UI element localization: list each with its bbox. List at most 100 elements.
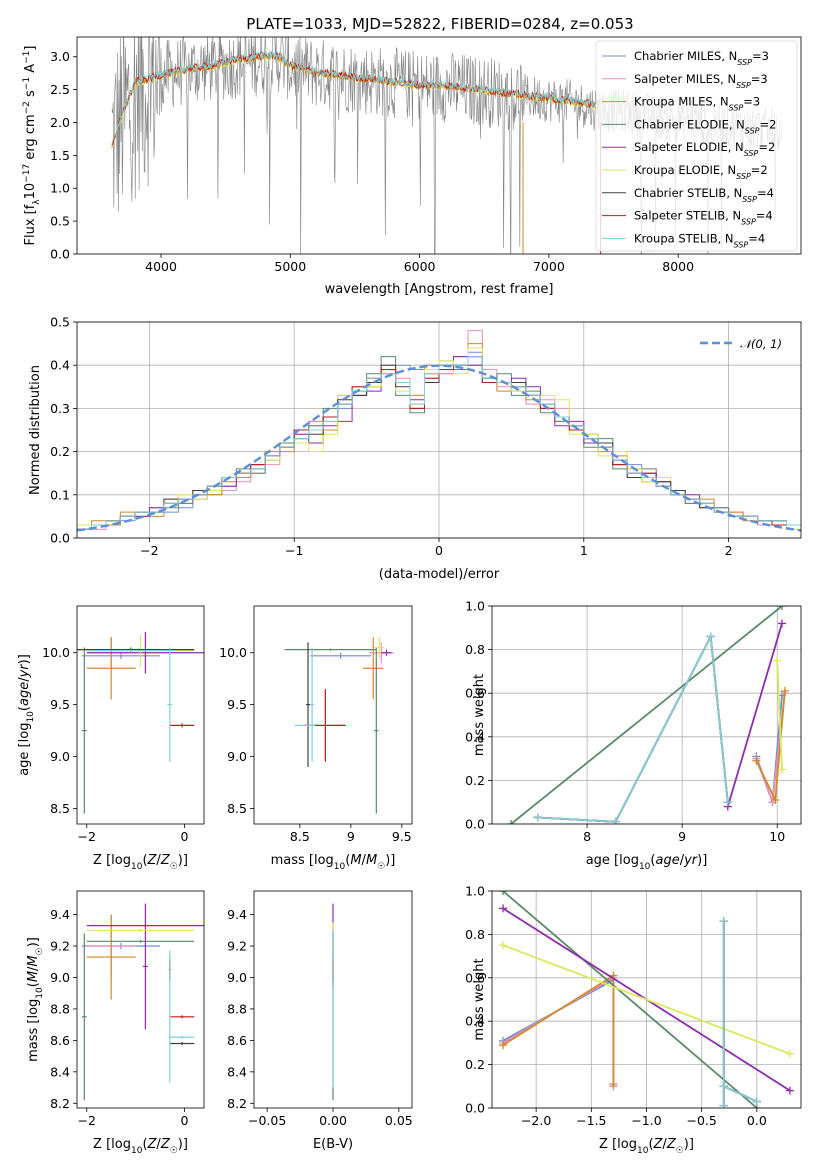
x-tick-label: 7000 xyxy=(533,259,565,274)
axes-frame xyxy=(253,890,413,1109)
weight-marker xyxy=(719,917,728,926)
x-tick-label: 0 xyxy=(435,543,443,558)
x-tick-label: 8000 xyxy=(662,259,694,274)
y-tick-label: 9.0 xyxy=(50,749,70,764)
weight-line-chabrier_elodie xyxy=(502,891,758,1108)
plot-area-age_vs_mass xyxy=(284,637,394,814)
weight-line-salpeter_elodie xyxy=(726,623,783,807)
axes-frame xyxy=(76,36,802,255)
y-tick-label: 1.0 xyxy=(465,599,485,614)
y-tick-label: 0.3 xyxy=(50,401,70,416)
x-tick-label: −0.5 xyxy=(686,1113,716,1128)
weight-marker xyxy=(785,1049,794,1058)
legend-frame xyxy=(595,40,798,252)
age_vs_Z-xlabel: Z [log10(Z/Z☉)] xyxy=(93,853,188,872)
y-tick-label: 0.2 xyxy=(465,1057,485,1072)
y-tick-label: 0.0 xyxy=(50,247,70,262)
x-tick-label: 6000 xyxy=(404,259,436,274)
mass_vs_Z-ylabel: mass [log10(M/M☉)] xyxy=(26,937,45,1062)
y-tick-label: 0.0 xyxy=(50,531,70,546)
weight-marker xyxy=(780,687,789,696)
x-tick-label: −2.0 xyxy=(521,1113,551,1128)
axes-age_vs_mass: 8.5 9 9.5 8.5 9.0 9.5 10.0 mass [log10(M/M☉)] xyxy=(219,605,413,872)
y-tick-label: 8.4 xyxy=(227,1064,247,1079)
x-tick-label: 0.00 xyxy=(319,1113,347,1128)
weight-marker xyxy=(499,904,508,913)
age_vs_mass-xlabel: mass [log10(M/M☉)] xyxy=(271,853,396,872)
mass_vs_Z-xlabel: Z [log10(Z/Z☉)] xyxy=(93,1137,188,1156)
y-tick-label: 0.0 xyxy=(465,817,485,832)
legend-label: Chabrier MILES, NSSP=3 xyxy=(634,49,769,67)
y-tick-label: 8.6 xyxy=(227,1033,247,1048)
plot-area-weight_vs_age xyxy=(507,606,789,824)
age_vs_Z-ylabel: age [log10(age/yr)] xyxy=(17,654,36,776)
y-tick-label: 9.5 xyxy=(227,697,247,712)
weight-marker xyxy=(771,796,780,805)
y-tick-label: 9.5 xyxy=(50,697,70,712)
axes-frame xyxy=(76,605,205,825)
plot-area-mass_vs_Z xyxy=(81,903,204,1101)
legend-label: Salpeter STELIB, NSSP=4 xyxy=(634,209,773,227)
x-tick-label: 10 xyxy=(769,829,785,844)
y-tick-label: 0.2 xyxy=(50,444,70,459)
y-tick-label: 0.4 xyxy=(50,358,70,373)
weight_vs_age-xlabel: age [log10(age/yr)] xyxy=(586,853,708,872)
x-tick-label: 8 xyxy=(583,829,591,844)
y-tick-label: 9.0 xyxy=(227,970,247,985)
y-tick-label: 0.6 xyxy=(465,686,485,701)
weight-marker xyxy=(507,820,516,824)
weight-line-chabrier_stelib xyxy=(537,633,729,823)
weight-marker xyxy=(773,656,782,665)
y-tick-label: 0.5 xyxy=(50,214,70,229)
y-tick-label: 0.6 xyxy=(465,970,485,985)
weight_vs_age-ylabel: mass weight xyxy=(472,674,487,756)
y-tick-label: 1.0 xyxy=(465,884,485,899)
x-tick-label: 0.05 xyxy=(385,1113,413,1128)
weight_vs_Z-ylabel: mass weight xyxy=(472,958,487,1040)
y-tick-label: 10.0 xyxy=(42,645,70,660)
y-tick-label: 0.0 xyxy=(465,1101,485,1116)
y-tick-label: 1.0 xyxy=(50,181,70,196)
weight-marker xyxy=(611,817,620,824)
y-tick-label: 8.8 xyxy=(227,1001,247,1016)
axes-frame xyxy=(253,605,413,825)
y-tick-label: 9.0 xyxy=(50,970,70,985)
x-tick-label: 4000 xyxy=(145,259,177,274)
x-tick-label: 9.5 xyxy=(392,829,412,844)
x-tick-label: 0.0 xyxy=(747,1113,767,1128)
spectrum-xlabel: wavelength [Angstrom, rest frame] xyxy=(325,282,554,297)
x-tick-label: 8.5 xyxy=(290,829,310,844)
legend-label: Salpeter ELODIE, NSSP=2 xyxy=(634,140,775,158)
residuals-ylabel: Normed distribution xyxy=(28,365,43,495)
weight_vs_Z-xlabel: Z [log10(Z/Z☉)] xyxy=(599,1137,694,1156)
axes-frame xyxy=(491,890,802,1109)
axes-weight_vs_age: 8 9 10 0.0 0.2 0.4 0.6 0.8 1.0 age [log10(age/yr)… xyxy=(465,599,802,872)
y-tick-label: 0.8 xyxy=(465,927,485,942)
axes-frame xyxy=(76,321,802,539)
x-tick-label: 5000 xyxy=(274,259,306,274)
y-tick-label: 2.0 xyxy=(50,115,70,130)
plot-area-age_vs_Z xyxy=(77,631,204,814)
y-tick-label: 0.1 xyxy=(50,487,70,502)
x-tick-label: −2 xyxy=(140,543,158,558)
y-tick-label: 9.0 xyxy=(227,749,247,764)
y-tick-label: 0.4 xyxy=(465,1014,485,1029)
legend-label: Chabrier ELODIE, NSSP=2 xyxy=(634,117,776,135)
weight-line-chabrier_stelib xyxy=(722,921,758,1106)
y-tick-label: 2.5 xyxy=(50,82,70,97)
x-tick-label: −1 xyxy=(285,543,303,558)
axes-frame xyxy=(76,890,205,1109)
spectrum-ylabel: Flux [fλ10−17 erg cm−2 s−1 A−1] xyxy=(22,46,42,246)
x-tick-label: 0 xyxy=(180,1113,188,1128)
weight-line-kroupa_stelib xyxy=(537,633,729,823)
y-tick-label: 9.4 xyxy=(227,907,247,922)
residuals-xlabel: (data-model)/error xyxy=(379,567,500,582)
weight-line-kroupa_stelib xyxy=(722,921,758,1106)
axes-residuals: −2 −1 0 1 2 0.0 0.1 0.2 0.3 0.4 0.5 𝒩(0, 1) (data-mo… xyxy=(28,315,802,582)
axes-spectrum: 4000 5000 6000 7000 8000 0.0 0.5 1.0 1.5 2.0 2.5 3.… xyxy=(22,36,802,297)
legend-label: Chabrier STELIB, NSSP=4 xyxy=(634,186,774,204)
x-tick-label: 2 xyxy=(725,543,733,558)
y-tick-label: 0.2 xyxy=(465,773,485,788)
weight-marker xyxy=(752,1097,761,1106)
